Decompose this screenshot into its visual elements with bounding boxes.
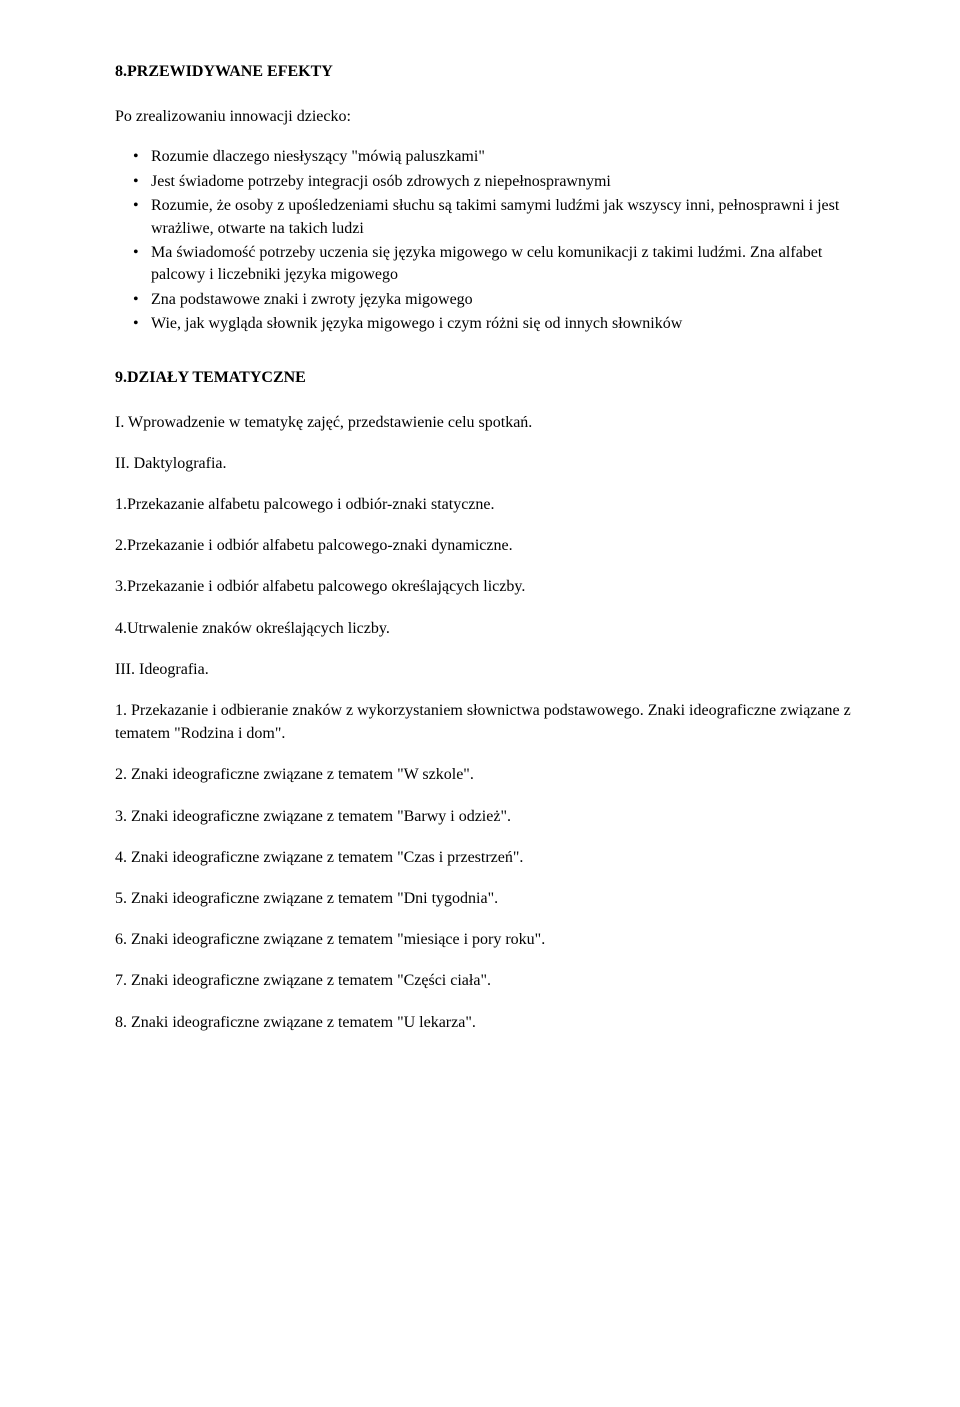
ideografia-item: 4. Znaki ideograficzne związane z temate… [115,846,865,869]
ideografia-item: 2. Znaki ideograficzne związane z temate… [115,763,865,786]
effects-list: Rozumie dlaczego niesłyszący "mówią palu… [115,146,865,335]
list-item: Ma świadomość potrzeby uczenia się język… [115,242,865,287]
intro-text: Po zrealizowaniu innowacji dziecko: [115,105,865,128]
daktylografia-item: 1.Przekazanie alfabetu palcowego i odbió… [115,493,865,516]
list-item: Rozumie dlaczego niesłyszący "mówią palu… [115,146,865,168]
daktylografia-item: 2.Przekazanie i odbiór alfabetu palcoweg… [115,534,865,557]
section-8-heading: 8.PRZEWIDYWANE EFEKTY [115,60,865,83]
ideografia-item: 8. Znaki ideograficzne związane z temate… [115,1011,865,1034]
list-item: Rozumie, że osoby z upośledzeniami słuch… [115,195,865,240]
list-item: Jest świadome potrzeby integracji osób z… [115,171,865,193]
ideografia-item: 7. Znaki ideograficzne związane z temate… [115,969,865,992]
list-item: Wie, jak wygląda słownik języka migowego… [115,313,865,335]
ideografia-item: 1. Przekazanie i odbieranie znaków z wyk… [115,699,865,745]
list-item: Zna podstawowe znaki i zwroty języka mig… [115,289,865,311]
daktylografia-item: 4.Utrwalenie znaków określających liczby… [115,617,865,640]
ideografia-item: 6. Znaki ideograficzne związane z temate… [115,928,865,951]
subsection-1: I. Wprowadzenie w tematykę zajęć, przeds… [115,411,865,434]
section-9-heading: 9.DZIAŁY TEMATYCZNE [115,366,865,389]
ideografia-item: 3. Znaki ideograficzne związane z temate… [115,805,865,828]
daktylografia-item: 3.Przekazanie i odbiór alfabetu palcoweg… [115,575,865,598]
subsection-2: II. Daktylografia. [115,452,865,475]
subsection-3: III. Ideografia. [115,658,865,681]
ideografia-item: 5. Znaki ideograficzne związane z temate… [115,887,865,910]
